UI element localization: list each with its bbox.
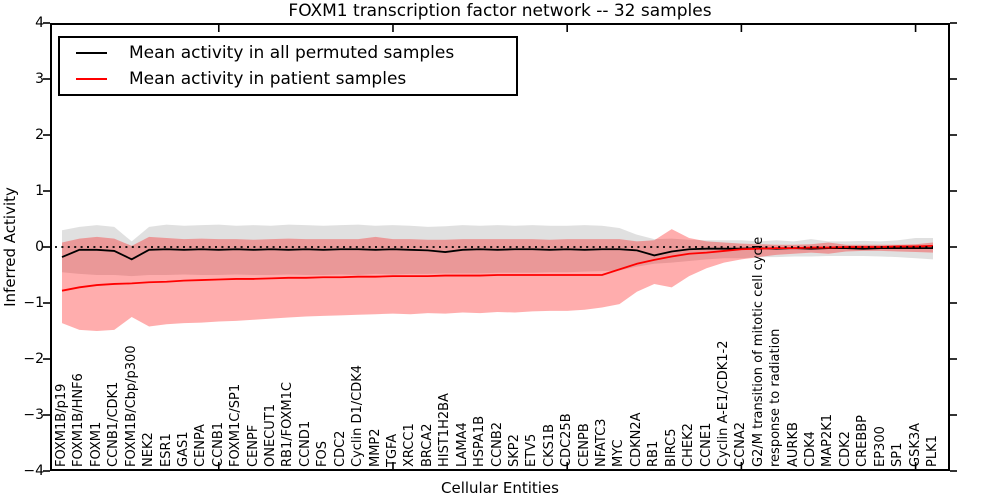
y-tick-label: 2 [35, 127, 44, 143]
x-tick-label: ONECUT1 [263, 404, 279, 467]
patient-line-swatch [76, 78, 107, 81]
x-tick-label: FOXM1B/p19 [54, 383, 69, 467]
y-tick-label: 0 [35, 239, 44, 255]
x-tick-label: MAP2K1 [820, 413, 836, 467]
x-tick-label: GAS1 [175, 431, 191, 468]
x-tick-label: CENPF [245, 424, 261, 467]
x-axis-title: Cellular Entities [441, 479, 559, 497]
legend-label: Mean activity in patient samples [129, 69, 407, 90]
x-tick-label: ESR1 [158, 433, 174, 467]
x-tick-label: NFATC3 [594, 418, 610, 467]
x-tick-label: CREBBP [855, 415, 871, 467]
x-tick-label: CCNB1/CDK1 [106, 381, 122, 467]
legend-item-permuted: Mean activity in all permuted samples [60, 41, 516, 65]
x-tick-label: CCNB1 [210, 421, 226, 467]
x-tick-label: RB1/FOXM1C [280, 382, 296, 467]
x-tick-label: CDK2 [837, 431, 853, 467]
x-tick-label: MYC [611, 439, 627, 467]
x-tick-label: response to radiation [768, 328, 784, 467]
x-tick-label: FOXM1B/HNF6 [71, 373, 87, 467]
x-tick-label: BIRC5 [663, 428, 679, 468]
x-tick-label: FOXM1B/Cbp/p300 [123, 345, 139, 467]
x-tick-label: HSPA1B [472, 415, 488, 467]
patient-mean-line [61, 244, 934, 292]
x-tick-label: Cyclin D1/CDK4 [350, 364, 366, 467]
x-tick-label: TGFA [384, 433, 400, 467]
patient-confidence-band [62, 229, 933, 331]
y-tick-label: 3 [35, 71, 44, 87]
legend-label: Mean activity in all permuted samples [129, 42, 455, 63]
x-tick-label: CENPA [193, 424, 209, 467]
y-axis-title: Inferred Activity [1, 187, 19, 307]
y-tick-label: −2 [23, 351, 44, 367]
x-tick-label: GSK3A [907, 422, 923, 467]
x-tick-label: CCND1 [297, 420, 313, 467]
x-tick-label: CHEK2 [681, 423, 697, 467]
x-tick-label: ETV5 [524, 433, 540, 467]
x-tick-label: LAMA4 [454, 422, 470, 467]
chart-title: FOXM1 transcription factor network -- 32… [288, 1, 712, 21]
y-tick-label: −1 [23, 295, 44, 311]
axes-frame [50, 23, 950, 471]
x-tick-label: PLK1 [925, 435, 940, 467]
x-tick-label: CDKN2A [628, 412, 644, 467]
x-tick-label: CCNE1 [698, 422, 714, 467]
x-tick-label: CKS1B [541, 423, 557, 467]
x-tick-label: SKP2 [506, 434, 522, 467]
x-tick-label: CDC2 [332, 430, 348, 467]
x-tick-label: CCNB2 [489, 421, 505, 467]
x-tick-label: HIST1H2BA [437, 393, 453, 467]
x-tick-label: FOS [315, 441, 331, 467]
x-tick-label: MMP2 [367, 428, 383, 467]
x-tick-label: CDK4 [803, 431, 819, 467]
x-tick-label: CDC25B [559, 413, 575, 467]
y-tick-label: −3 [23, 407, 44, 423]
x-tick-label: CCNA2 [733, 421, 749, 467]
y-tick-label: 1 [35, 183, 44, 199]
x-tick-label: FOXM1 [88, 421, 104, 467]
x-tick-label: AURKB [785, 422, 801, 467]
x-tick-label: SP1 [890, 442, 906, 467]
x-tick-label: FOXM1C/SP1 [228, 383, 244, 467]
legend: Mean activity in all permuted samples Me… [58, 36, 518, 96]
x-tick-label: NEK2 [141, 432, 157, 467]
x-tick-label: G2/M transition of mitotic cell cycle [750, 236, 766, 467]
legend-item-patient: Mean activity in patient samples [60, 67, 516, 91]
x-tick-label: BRCA2 [419, 423, 435, 467]
y-tick-label: 4 [35, 15, 44, 31]
x-tick-label: CENPB [576, 423, 592, 467]
y-tick-label: −4 [23, 463, 44, 479]
x-tick-label: XRCC1 [402, 423, 418, 467]
x-tick-label: RB1 [646, 440, 662, 467]
x-tick-label: Cyclin A-E1/CDK1-2 [715, 340, 731, 467]
x-tick-label: EP300 [872, 426, 888, 467]
permuted-line-swatch [76, 51, 107, 54]
